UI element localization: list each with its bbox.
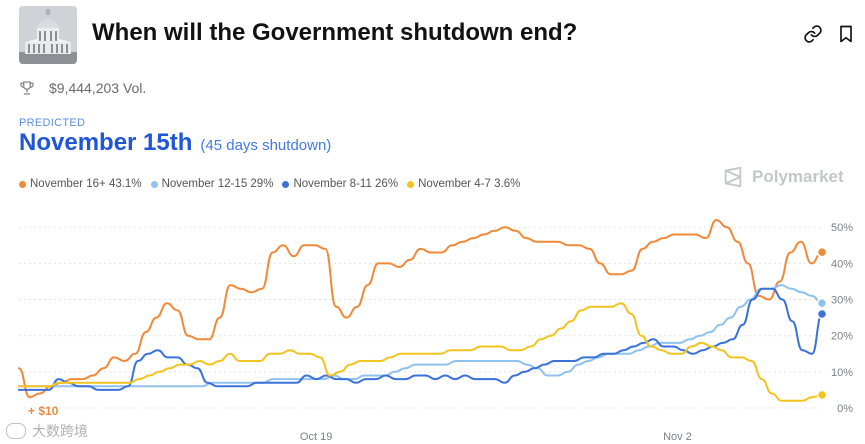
capitol-building-icon <box>19 6 77 64</box>
y-tick-label: 20% <box>831 331 853 343</box>
series-endpoint-2 <box>816 308 828 320</box>
polymarket-logo: Polymarket <box>722 166 844 188</box>
legend-label: November 8-11 26% <box>293 178 399 190</box>
y-tick-label: 40% <box>831 258 853 270</box>
volume-row: $9,444,203 Vol. <box>19 78 146 98</box>
brand-name: Polymarket <box>752 167 844 186</box>
legend-dot <box>282 180 290 188</box>
series-endpoint-3 <box>816 389 828 401</box>
watermark-text: 大数跨境 <box>32 423 88 439</box>
legend-label: November 4-7 3.6% <box>418 178 521 190</box>
legend-dot <box>150 180 158 188</box>
predicted-row: November 15th (45 days shutdown) <box>19 129 331 157</box>
y-tick-label: 30% <box>831 295 853 307</box>
series-line-0 <box>18 219 823 399</box>
x-tick-label: Oct 19 <box>300 431 332 443</box>
y-tick-label: 10% <box>831 367 853 379</box>
series-line-2 <box>18 287 823 391</box>
series-line-1 <box>18 284 823 388</box>
predicted-date: November 15th <box>19 129 193 156</box>
legend-item-nov-8-11[interactable]: November 8-11 26% <box>282 178 398 190</box>
legend-label: November 16+ 43.1% <box>30 178 142 190</box>
link-icon[interactable] <box>803 24 823 44</box>
legend-item-nov-4-7[interactable]: November 4-7 3.6% <box>407 178 520 190</box>
predicted-duration: (45 days shutdown) <box>200 137 332 154</box>
legend-dot <box>407 180 415 188</box>
legend-dot <box>19 180 26 188</box>
polymarket-logo-icon <box>724 166 742 188</box>
market-thumbnail <box>19 6 77 64</box>
series-line-3 <box>18 302 823 402</box>
trade-annotation: + $10 <box>28 404 59 418</box>
series-endpoint-1 <box>816 297 828 309</box>
volume-text: $9,444,203 Vol. <box>49 80 147 96</box>
legend-item-nov-16[interactable]: November 16+ 43.1% <box>19 178 142 190</box>
watermark-icon <box>6 423 26 439</box>
x-tick-label: Nov 2 <box>663 431 692 443</box>
market-title: When will the Government shutdown end? <box>92 19 578 46</box>
trophy-icon <box>20 81 34 95</box>
bookmark-icon[interactable] <box>836 24 856 44</box>
watermark: 大数跨境 <box>6 421 88 441</box>
series-endpoint-0 <box>816 246 828 258</box>
y-tick-label: 50% <box>831 222 853 234</box>
chart-legend: November 16+ 43.1% November 12-15 29% No… <box>19 178 529 190</box>
legend-item-nov-12-15[interactable]: November 12-15 29% <box>150 178 274 190</box>
predicted-label: PREDICTED <box>19 117 86 129</box>
legend-label: November 12-15 29% <box>161 178 274 190</box>
y-tick-label: 0% <box>837 403 853 415</box>
